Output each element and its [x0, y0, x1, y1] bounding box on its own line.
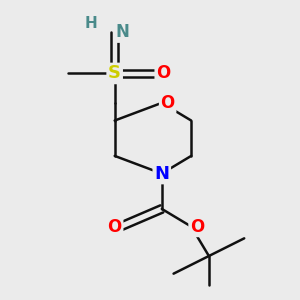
Text: H: H — [85, 16, 98, 31]
Text: S: S — [108, 64, 121, 82]
Text: N: N — [154, 165, 169, 183]
Text: O: O — [156, 64, 170, 82]
Text: H: H — [85, 16, 98, 31]
Text: O: O — [190, 218, 204, 236]
Text: N: N — [154, 165, 169, 183]
Text: O: O — [160, 94, 175, 112]
Text: O: O — [160, 94, 175, 112]
Text: S: S — [108, 64, 121, 82]
Text: O: O — [107, 218, 122, 236]
Text: O: O — [190, 218, 204, 236]
Text: O: O — [156, 64, 170, 82]
Text: N: N — [115, 23, 129, 41]
Text: N: N — [115, 23, 129, 41]
Text: O: O — [107, 218, 122, 236]
